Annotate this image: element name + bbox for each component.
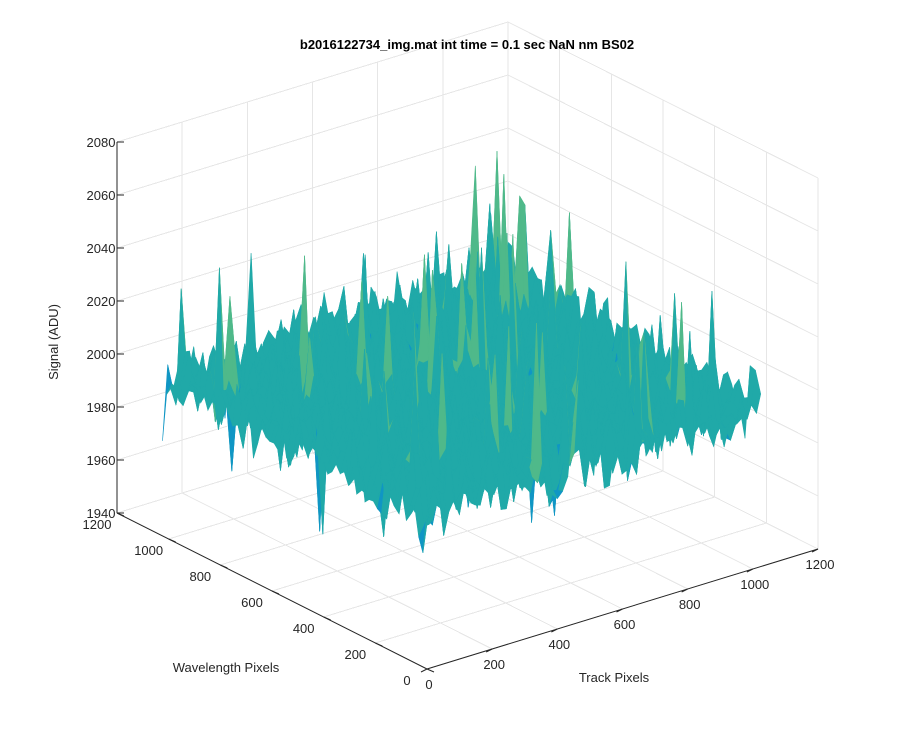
y-tick-label: 0 [403,673,410,688]
y-tick-mark [323,616,331,621]
axes [116,141,819,673]
x-tick-label: 600 [614,617,636,632]
wall-grid-z-left [116,180,509,302]
surface-cell [422,509,433,553]
surface-cell [162,364,173,441]
x-tick-label: 1200 [806,557,835,572]
x-tick-mark [746,568,754,573]
grid-lines [116,21,819,670]
y-tick-mark [168,538,176,543]
surface-plot [162,151,762,553]
wall-grid-z-left [116,21,509,143]
z-tick-label: 1940 [87,506,116,521]
wall-grid-z-right [507,180,819,338]
x-tick-mark [551,628,558,633]
x-tick-mark [616,608,623,613]
y-tick-mark [426,668,435,673]
floor-grid-y [375,522,767,644]
y-tick-label: 800 [189,569,211,584]
z-tick-label: 1980 [87,400,116,415]
z-tick-label: 2060 [87,188,116,203]
x-tick-label: 800 [679,597,701,612]
y-tick-label: 600 [241,595,263,610]
z-tick-label: 2000 [87,347,116,362]
x-tick-label: 1000 [740,577,769,592]
x-tick-label: 400 [548,637,570,652]
wall-grid-z-left [116,127,509,249]
y-tick-label: 1200 [83,517,112,532]
z-tick-label: 2080 [87,135,116,150]
tick-labels: 0 200 400 600 800 1000 1200 0 200 400 600 800 1000 12… [83,135,835,692]
z-tick-label: 2040 [87,241,116,256]
y-tick-label: 200 [344,647,366,662]
x-tick-mark [420,668,428,673]
wall-grid-z-right [507,127,819,285]
y-tick-label: 400 [293,621,315,636]
y-axis-label: Wavelength Pixels [173,660,280,675]
wall-grid-z-right [507,21,819,179]
x-tick-mark [811,548,819,553]
z-tick-label: 2020 [87,294,116,309]
z-axis-label: Signal (ADU) [46,304,61,380]
y-tick-mark [271,590,280,595]
z-tick-label: 1960 [87,453,116,468]
x-tick-mark [485,648,493,653]
y-tick-label: 1000 [134,543,163,558]
y-tick-mark [375,642,383,647]
floor-grid-y [271,470,664,592]
x-tick-label: 0 [425,677,432,692]
wall-grid-z-left [116,74,509,196]
chart-title: b2016122734_img.mat int time = 0.1 sec N… [300,37,634,52]
x-tick-mark [681,588,688,593]
y-tick-mark [220,564,228,569]
floor-grid-y [323,496,715,618]
x-tick-label: 200 [483,657,505,672]
wall-grid-z-right [507,74,819,232]
wall-grid-z-right [507,233,819,391]
x-axis-label: Track Pixels [579,670,650,685]
